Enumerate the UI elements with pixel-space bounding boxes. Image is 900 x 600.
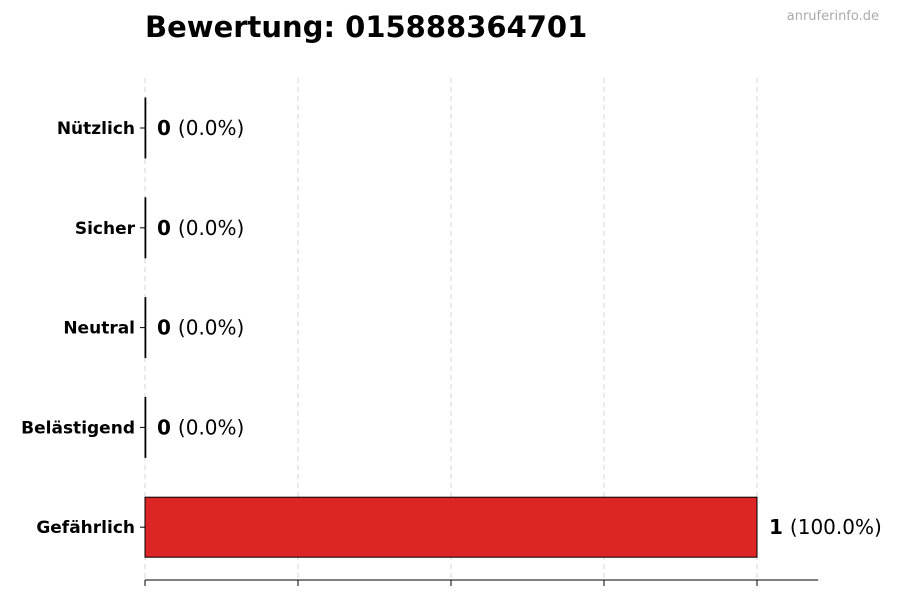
data-label-count: 0 xyxy=(157,415,171,439)
bar-Sicher xyxy=(144,197,147,259)
data-label-percent: (0.0%) xyxy=(178,316,244,340)
y-tick-label: Sicher xyxy=(75,219,136,239)
y-tick-label: Belästigend xyxy=(21,418,135,438)
data-label-count: 1 xyxy=(769,515,783,539)
y-tick-label: Neutral xyxy=(63,319,135,339)
y-tick-label: Nützlich xyxy=(57,119,135,139)
data-label: 0 (0.0%) xyxy=(157,316,244,340)
bar-Neutral xyxy=(144,297,147,359)
bar-Gefährlich xyxy=(144,496,758,558)
data-label-count: 0 xyxy=(157,316,171,340)
data-label-percent: (0.0%) xyxy=(178,216,244,240)
data-label-count: 0 xyxy=(157,116,171,140)
data-label: 0 (0.0%) xyxy=(157,216,244,240)
data-label: 0 (0.0%) xyxy=(157,116,244,140)
data-label-count: 0 xyxy=(157,216,171,240)
data-label-percent: (0.0%) xyxy=(178,116,244,140)
bar-Nützlich xyxy=(144,97,147,159)
bar-Belästigend xyxy=(144,396,147,458)
data-label-percent: (0.0%) xyxy=(178,415,244,439)
chart-title: Bewertung: 015888364701 xyxy=(145,10,588,44)
y-tick-label: Gefährlich xyxy=(36,518,135,538)
data-label: 0 (0.0%) xyxy=(157,415,244,439)
data-label-percent: (100.0%) xyxy=(790,515,882,539)
watermark: anruferinfo.de xyxy=(786,9,879,24)
data-label: 1 (100.0%) xyxy=(769,515,882,539)
